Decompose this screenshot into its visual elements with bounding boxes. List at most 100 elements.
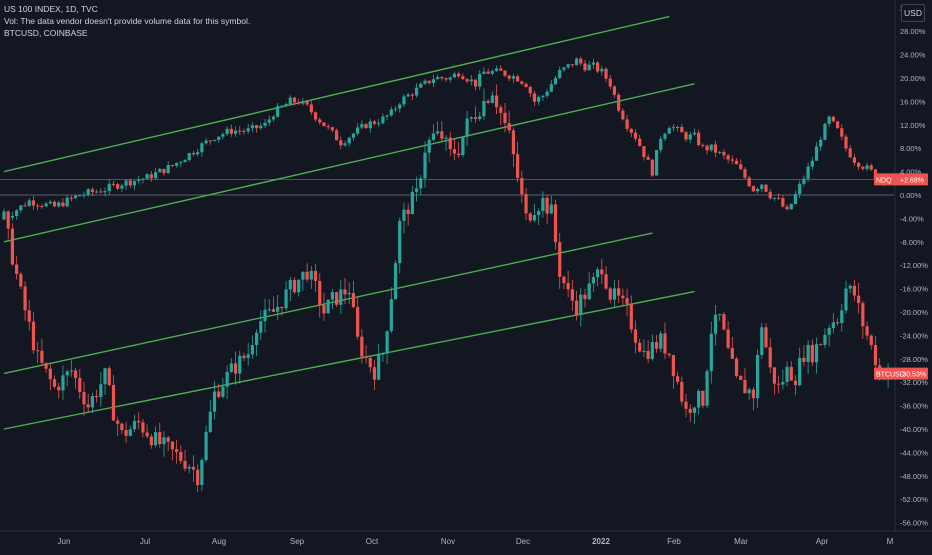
- y-tick-label: -48.00%: [900, 472, 928, 481]
- candle-body-btcusd: [82, 391, 86, 405]
- candle-body-ndq: [604, 68, 608, 79]
- candle-body-btcusd: [23, 286, 27, 311]
- candle-body-ndq: [31, 200, 36, 206]
- candle-body-btcusd: [170, 441, 174, 450]
- candle-body-btcusd: [297, 279, 301, 293]
- candle-body-btcusd: [175, 449, 179, 452]
- candle-body-ndq: [781, 198, 785, 207]
- candle-body-ndq: [541, 95, 545, 98]
- channel-line-2: [3, 83, 695, 243]
- candle-body-ndq: [255, 125, 259, 129]
- candle-body-btcusd: [200, 460, 204, 486]
- candle-body-ndq: [802, 178, 806, 184]
- y-tick-label: 28.00%: [900, 27, 926, 36]
- candle-body-btcusd: [524, 194, 528, 214]
- candle-body-ndq: [238, 130, 242, 132]
- y-tick-label: 8.00%: [900, 144, 922, 153]
- candle-body-ndq: [116, 184, 120, 189]
- candle-body-btcusd: [440, 131, 444, 139]
- candle-body-ndq: [78, 195, 82, 197]
- candle-body-ndq: [444, 78, 448, 80]
- candle-body-ndq: [755, 188, 760, 192]
- candle-body-ndq: [545, 91, 549, 96]
- candle-body-btcusd: [596, 269, 600, 278]
- candle-body-btcusd: [516, 154, 520, 179]
- candle-body-btcusd: [734, 358, 739, 376]
- candle-body-btcusd: [360, 336, 364, 357]
- candle-body-ndq: [570, 64, 574, 66]
- candle-body-ndq: [419, 83, 423, 88]
- currency-button[interactable]: USD: [901, 4, 925, 22]
- candle-body-btcusd: [726, 329, 730, 348]
- candle-body-ndq: [111, 183, 116, 185]
- x-tick-label: Oct: [366, 537, 379, 546]
- legend-symbol-ndq[interactable]: US 100 INDEX, 1D, TVC: [4, 4, 98, 14]
- candle-body-btcusd: [242, 355, 246, 359]
- candle-body-btcusd: [250, 345, 254, 355]
- candle-body-ndq: [44, 203, 48, 207]
- candle-body-btcusd: [848, 285, 852, 289]
- candle-body-ndq: [692, 132, 697, 135]
- candle-body-ndq: [187, 153, 191, 160]
- candle-body-btcusd: [511, 130, 516, 155]
- candle-body-ndq: [208, 140, 212, 142]
- candle-body-ndq: [574, 58, 579, 66]
- candle-body-ndq: [385, 115, 389, 117]
- candle-body-btcusd: [562, 276, 566, 284]
- candle-body-btcusd: [44, 362, 48, 369]
- candle-body-ndq: [40, 205, 44, 207]
- candle-body-ndq: [625, 119, 629, 129]
- legend-symbol-btc[interactable]: BTCUSD, COINBASE: [4, 28, 88, 38]
- candle-body-ndq: [309, 104, 313, 113]
- candle-body-btcusd: [57, 386, 61, 391]
- candle-body-ndq: [806, 166, 810, 179]
- candle-body-ndq: [27, 200, 31, 206]
- candle-body-ndq: [263, 122, 267, 126]
- candle-body-btcusd: [238, 355, 242, 374]
- candle-body-ndq: [52, 201, 57, 207]
- candle-body-ndq: [406, 94, 410, 97]
- candle-body-btcusd: [591, 277, 595, 284]
- candle-body-btcusd: [372, 367, 377, 380]
- candle-body-ndq: [259, 125, 263, 129]
- last-value-badge-btcusd: [874, 367, 928, 380]
- candle-body-ndq: [621, 110, 625, 120]
- candle-body-btcusd: [436, 131, 440, 134]
- candle-body-ndq: [680, 126, 684, 133]
- x-tick-label: M: [887, 537, 894, 546]
- candle-body-ndq: [452, 73, 457, 78]
- candle-body-btcusd: [288, 279, 292, 290]
- candle-body-btcusd: [6, 211, 10, 229]
- candle-body-ndq: [267, 119, 271, 123]
- candle-body-btcusd: [520, 178, 524, 195]
- candle-body-btcusd: [19, 273, 23, 287]
- candle-body-btcusd: [642, 350, 646, 352]
- candle-body-btcusd: [124, 430, 128, 436]
- candle-body-ndq: [697, 132, 701, 146]
- candle-body-btcusd: [128, 429, 132, 436]
- candle-body-ndq: [280, 105, 284, 107]
- candle-body-btcusd: [873, 344, 878, 366]
- candle-body-btcusd: [427, 139, 431, 153]
- candle-body-btcusd: [701, 390, 705, 406]
- candle-body-btcusd: [785, 366, 789, 382]
- candle-body-btcusd: [629, 303, 633, 330]
- candle-body-btcusd: [760, 327, 764, 355]
- candle-body-ndq: [848, 148, 852, 158]
- candle-body-ndq: [617, 94, 621, 111]
- candle-body-btcusd: [739, 375, 743, 380]
- candle-body-ndq: [170, 164, 174, 166]
- candle-body-btcusd: [99, 384, 103, 398]
- candle-body-ndq: [330, 127, 334, 131]
- candle-body-btcusd: [617, 288, 621, 296]
- candle-body-ndq: [461, 76, 465, 80]
- candle-body-btcusd: [95, 395, 99, 398]
- candle-body-btcusd: [621, 295, 625, 299]
- candle-body-btcusd: [419, 178, 423, 189]
- candle-body-btcusd: [330, 292, 334, 300]
- y-tick-label: -24.00%: [900, 331, 928, 340]
- candle-body-ndq: [431, 79, 436, 84]
- candle-body-ndq: [827, 116, 831, 124]
